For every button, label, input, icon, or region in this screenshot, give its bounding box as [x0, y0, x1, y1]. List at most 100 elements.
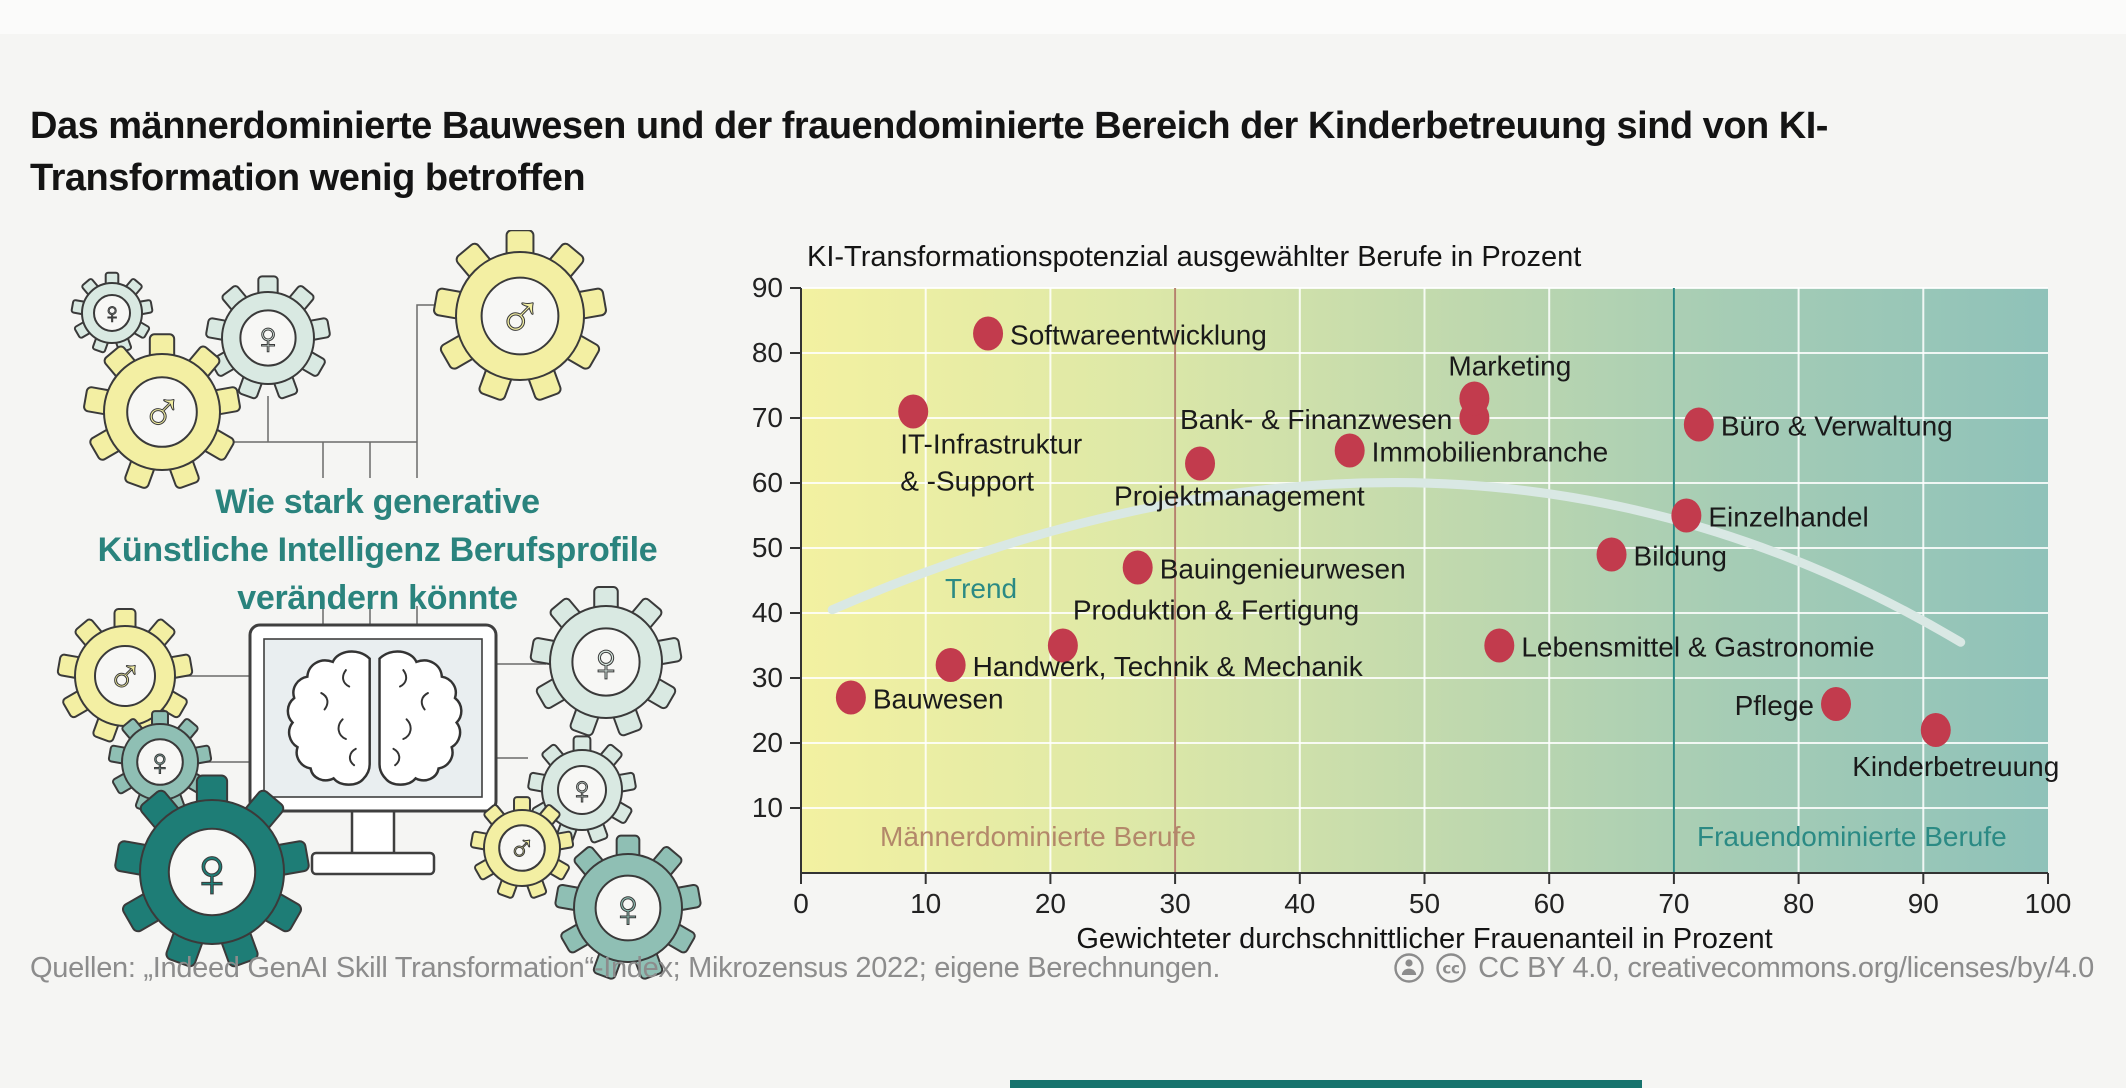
x-tick-label: 20	[1035, 888, 1066, 919]
data-point-kinderbetreuung	[1920, 713, 1951, 747]
data-points	[835, 316, 1951, 747]
point-label-line: & -Support	[900, 466, 1034, 497]
male-symbol: ♂	[496, 282, 543, 352]
male-symbol: ♂	[508, 827, 536, 869]
female-symbol: ♀	[146, 741, 174, 783]
point-label-pflege: Pflege	[1735, 690, 1814, 721]
top-strip	[0, 0, 2126, 34]
point-label-it-infrastruktur-support: IT-Infrastruktur & -Support	[900, 429, 1082, 497]
y-tick-label: 50	[752, 532, 783, 563]
x-tick-label: 40	[1284, 888, 1315, 919]
trend-label: Trend	[945, 573, 1017, 604]
point-label-projektmanagement: Projektmanagement	[1114, 481, 1365, 512]
zone-label-female: Frauendominierte Berufe	[1697, 821, 2007, 852]
gear-male-icon: ♂	[83, 333, 241, 489]
axes	[790, 287, 2049, 884]
data-point-einzelhandel	[1671, 498, 1702, 533]
person-head	[1405, 959, 1413, 967]
data-point-lebensmittel-gastronomie	[1484, 628, 1515, 663]
x-tick-label: 90	[1908, 888, 1939, 919]
point-label-bildung: Bildung	[1634, 541, 1727, 572]
license-text: CC BY 4.0, creativecommons.org/licenses/…	[1478, 951, 2094, 984]
monitor-stand-base	[310, 851, 436, 876]
gear-male-icon: ♂	[433, 230, 607, 401]
monitor-with-brain-icon	[248, 623, 498, 876]
x-tick-label: 70	[1658, 888, 1689, 919]
brain-icon	[286, 650, 463, 786]
data-point-immobilienbranche	[1334, 433, 1365, 468]
tick-labels: 0 10 20 30 40 50 60 70 80 90 100 10 20 30 40 50 60 70 80 90	[752, 272, 2072, 919]
caption-line3: verändern könnte	[237, 579, 518, 617]
point-label-bank-finanzwesen: Bank- & Finanzwesen	[1180, 404, 1452, 435]
person-body	[1401, 968, 1417, 975]
x-tick-label: 50	[1409, 888, 1440, 919]
y-tick-label: 80	[752, 337, 783, 368]
point-label-bauingenieurwesen: Bauingenieurwesen	[1160, 554, 1406, 585]
scatter-chart: 0 10 20 30 40 50 60 70 80 90 100 10 20 30 40 50 60 70 80 90…	[752, 241, 2072, 955]
data-point-projektmanagement	[1185, 446, 1216, 481]
ki-gears-illustration: ♀ ♀♂♂♂♀♀♀♀♂♀	[56, 230, 702, 980]
caption-line1: Wie stark generative	[215, 483, 540, 521]
license-icons: cc	[1394, 953, 1466, 983]
x-tick-label: 100	[2025, 888, 2072, 919]
gear-male-icon: ♂	[56, 608, 194, 743]
caption-line2: Künstliche Intelligenz Berufsprofile	[97, 531, 658, 569]
attribution-person-icon	[1394, 953, 1424, 983]
point-label-handwerk-technik-mechanik: Handwerk, Technik & Mechanik	[973, 651, 1364, 682]
male-symbol: ♂	[141, 382, 184, 445]
x-tick-label: 0	[793, 888, 809, 919]
trend-line	[827, 478, 1966, 647]
y-tick-label: 90	[752, 272, 783, 303]
female-symbol: ♀	[186, 832, 239, 911]
illustration-caption: Wie stark generative Künstliche Intellig…	[55, 478, 700, 622]
point-label-softwareentwicklung: Softwareentwicklung	[1010, 320, 1267, 351]
male-symbol: ♂	[107, 650, 144, 704]
point-label-marketing: Marketing	[1448, 351, 1571, 382]
data-point-bauingenieurwesen	[1122, 550, 1153, 585]
x-tick-label: 30	[1160, 888, 1191, 919]
female-symbol: ♀	[251, 313, 285, 364]
y-tick-label: 20	[752, 727, 783, 758]
source-note: Quellen: „Indeed GenAI Skill Transformat…	[30, 952, 1221, 984]
data-point-b-ro-verwaltung	[1683, 407, 1714, 442]
gear-female-icon: ♀	[554, 834, 702, 980]
license-note: cc CC BY 4.0, creativecommons.org/licens…	[1392, 950, 2094, 986]
data-point-bildung	[1596, 537, 1627, 572]
female-symbol: ♀	[101, 297, 123, 330]
page-title-line2: Transformation wenig betroffen	[30, 157, 586, 199]
gear-female-icon: ♀	[70, 271, 154, 354]
y-tick-label: 60	[752, 467, 783, 498]
point-label-produktion-fertigung: Produktion & Fertigung	[1073, 595, 1359, 626]
data-point-handwerk-technik-mechanik	[935, 648, 966, 682]
data-point-it-infrastruktur-support	[898, 394, 929, 429]
female-symbol: ♀	[567, 770, 596, 813]
gear-female-icon: ♀	[114, 774, 310, 968]
point-label-line: IT-Infrastruktur	[900, 429, 1082, 460]
y-tick-label: 70	[752, 402, 783, 433]
bottom-accent-bar	[1010, 1080, 1642, 1088]
female-symbol: ♀	[585, 631, 626, 693]
page-title-line1: Das männerdominierte Bauwesen und der fr…	[30, 105, 1828, 147]
point-label-bauwesen: Bauwesen	[873, 684, 1004, 715]
point-label-einzelhandel: Einzelhandel	[1708, 502, 1868, 533]
monitor-stand-neck	[350, 809, 396, 857]
y-tick-label: 40	[752, 597, 783, 628]
point-label-kinderbetreuung: Kinderbetreuung	[1852, 751, 2059, 782]
x-tick-label: 60	[1534, 888, 1565, 919]
data-point-marketing	[1459, 381, 1490, 416]
female-symbol: ♀	[608, 879, 648, 938]
connector-lines	[182, 304, 546, 763]
cc-letters: cc	[1443, 960, 1460, 978]
point-label-b-ro-verwaltung: Büro & Verwaltung	[1721, 411, 1953, 442]
data-point-bauwesen	[835, 680, 866, 715]
data-point-produktion-fertigung	[1047, 628, 1078, 663]
page-title: Das männerdominierte Bauwesen und der fr…	[30, 100, 2100, 204]
data-point-softwareentwicklung	[973, 316, 1004, 351]
data-point-pflege	[1821, 687, 1852, 721]
gridlines	[801, 287, 2048, 873]
y-tick-label: 10	[752, 792, 783, 823]
x-tick-label: 80	[1783, 888, 1814, 919]
zone-label-male: Männerdominierte Berufe	[880, 821, 1196, 852]
